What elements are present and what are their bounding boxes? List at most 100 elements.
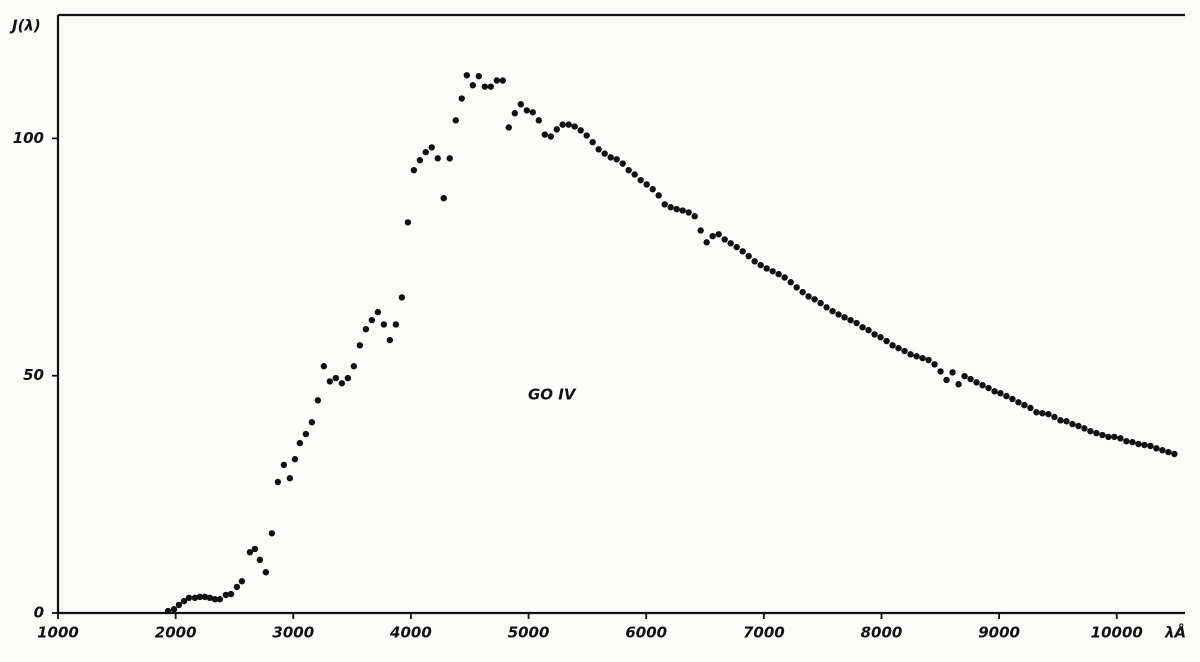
data-point <box>649 185 656 193</box>
data-point <box>458 95 465 102</box>
data-point <box>386 336 394 344</box>
data-point <box>847 316 854 324</box>
data-point <box>625 166 632 174</box>
data-point <box>291 456 299 463</box>
data-point <box>655 192 662 199</box>
data-point <box>246 549 254 556</box>
y-axis-label: J(λ) <box>9 17 41 35</box>
data-point <box>841 314 848 321</box>
data-point <box>589 138 596 146</box>
data-point <box>547 133 554 140</box>
data-point <box>577 127 584 134</box>
data-point <box>985 384 992 392</box>
y-tick-label: 0 <box>34 604 44 622</box>
data-point <box>238 578 246 585</box>
data-point <box>481 83 489 90</box>
data-point <box>1135 440 1142 448</box>
data-point <box>196 593 204 601</box>
data-point <box>296 439 304 447</box>
data-point <box>338 380 346 387</box>
data-point <box>487 83 495 90</box>
data-point <box>883 337 890 345</box>
data-point <box>811 296 818 303</box>
data-point <box>268 530 276 537</box>
x-tick-label: 5000 <box>508 624 550 642</box>
data-point <box>201 593 209 601</box>
data-point <box>164 607 172 615</box>
data-point <box>775 270 782 278</box>
data-point <box>222 591 230 599</box>
data-point <box>308 419 316 426</box>
data-point <box>1069 420 1076 428</box>
data-point <box>835 311 842 318</box>
data-point <box>227 590 235 598</box>
data-point <box>362 325 370 333</box>
data-point <box>374 308 382 316</box>
data-point <box>541 131 548 138</box>
data-point <box>422 148 429 156</box>
data-point <box>697 227 704 234</box>
data-point <box>637 176 644 184</box>
data-point <box>1081 425 1088 432</box>
data-point <box>326 378 334 385</box>
data-point <box>901 347 908 355</box>
data-point <box>571 123 578 130</box>
data-point <box>787 279 794 286</box>
data-point <box>859 324 866 331</box>
data-point <box>595 146 602 153</box>
data-point <box>1093 429 1100 437</box>
data-point <box>607 154 614 161</box>
x-tick-label: 4000 <box>389 624 432 642</box>
data-point <box>428 144 435 151</box>
x-tick-label: 6000 <box>625 624 667 642</box>
x-axis-label: λÅ <box>1164 623 1186 642</box>
data-point <box>302 430 310 438</box>
data-point <box>356 342 364 349</box>
data-point <box>191 594 199 602</box>
data-point <box>751 258 758 265</box>
data-point <box>1165 448 1172 456</box>
data-point <box>559 121 566 128</box>
data-point <box>889 342 896 349</box>
data-point <box>380 321 388 328</box>
data-point <box>565 121 572 128</box>
data-point <box>280 461 288 469</box>
data-point <box>805 293 812 300</box>
data-point <box>1123 437 1130 445</box>
data-point <box>1015 399 1022 406</box>
data-point <box>871 331 878 338</box>
data-point <box>703 239 710 246</box>
data-point <box>1141 441 1148 449</box>
data-point <box>931 361 938 368</box>
data-point <box>631 171 638 178</box>
data-point <box>619 160 626 167</box>
data-point <box>1039 409 1046 417</box>
data-point <box>463 72 471 79</box>
data-point <box>535 117 542 124</box>
data-point <box>1117 435 1124 442</box>
data-point <box>416 157 424 164</box>
data-point <box>206 594 214 602</box>
data-point <box>1063 418 1070 425</box>
data-point <box>434 155 441 162</box>
data-point <box>829 307 836 315</box>
data-point <box>286 475 294 482</box>
y-tick-label: 100 <box>13 129 44 147</box>
data-point <box>1147 442 1154 450</box>
data-point <box>1033 409 1040 416</box>
data-point <box>1087 428 1094 435</box>
data-point <box>1003 392 1010 400</box>
data-point <box>949 369 956 376</box>
x-tick-label: 9000 <box>978 624 1020 642</box>
data-point <box>469 82 477 89</box>
data-point <box>1129 438 1136 446</box>
data-point <box>332 374 340 382</box>
data-point <box>673 205 680 213</box>
data-point <box>817 299 824 307</box>
data-point <box>499 77 507 84</box>
x-tick-label: 1000 <box>37 624 79 642</box>
annotation: GO IV <box>528 386 577 404</box>
data-point <box>763 265 770 272</box>
data-point <box>175 601 183 609</box>
